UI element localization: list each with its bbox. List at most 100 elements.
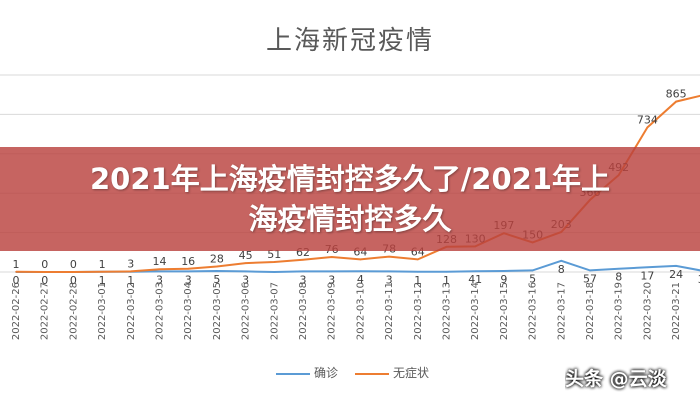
data-point (302, 258, 304, 261)
legend-swatch-asymptomatic (355, 373, 389, 375)
data-label: 1 (414, 274, 421, 287)
data-label: 4 (357, 273, 364, 286)
data-point (388, 255, 390, 258)
data-label: 1 (13, 258, 20, 271)
data-point (187, 268, 189, 270)
x-tick-label: 2022-03-05 (212, 282, 223, 340)
data-point (330, 270, 333, 273)
data-label: 1 (99, 258, 106, 271)
data-label: 57 (583, 272, 597, 285)
chart-legend: 确诊 无症状 (0, 364, 700, 384)
x-tick-label: 2022-03-21 (671, 282, 682, 340)
data-point (617, 267, 620, 270)
data-point (130, 270, 132, 273)
data-label: 0 (13, 274, 20, 287)
data-point (187, 270, 189, 273)
x-tick-label: 2022-03-11 (384, 282, 395, 340)
x-tick-label: 2022-03-10 (355, 282, 366, 340)
data-point (302, 270, 304, 273)
data-point (675, 100, 677, 103)
data-label: 24 (669, 268, 683, 281)
data-point (43, 271, 46, 273)
x-tick-label: 2022-02-28 (68, 282, 79, 340)
data-label: 3 (185, 273, 192, 286)
x-tick-label: 2022-03-02 (126, 282, 137, 340)
legend-label-asymptomatic: 无症状 (393, 366, 430, 380)
x-tick-label: 2022-03-16 (528, 282, 539, 340)
data-label: 5 (529, 272, 536, 285)
series-line-0 (16, 259, 700, 274)
data-point (646, 126, 649, 129)
data-label: 3 (300, 273, 307, 286)
x-tick-label: 2022-03-20 (642, 282, 653, 340)
data-point (503, 270, 505, 272)
legend-label-confirmed: 确诊 (314, 366, 339, 380)
data-label: 8 (558, 263, 565, 276)
legend-swatch-confirmed (276, 373, 310, 375)
x-tick-label: 2022-03-04 (183, 282, 194, 340)
data-point (216, 270, 218, 272)
x-tick-label: 2022-03-15 (499, 282, 510, 340)
data-point (675, 265, 677, 267)
data-label: 3 (242, 273, 249, 286)
data-label: 5 (213, 273, 220, 286)
x-tick-label: 2022-03-06 (241, 282, 252, 340)
data-point (101, 271, 103, 273)
data-label: 734 (637, 113, 658, 126)
data-label: 9 (500, 273, 507, 286)
data-label: 865 (666, 88, 687, 101)
data-label: 1 (99, 274, 106, 287)
data-label: 45 (239, 249, 253, 262)
data-point (646, 266, 649, 269)
data-point (216, 265, 218, 268)
data-point (330, 256, 333, 258)
data-point (244, 270, 247, 273)
data-point (560, 259, 563, 262)
x-tick-label: 2022-03-12 (413, 282, 424, 340)
data-label: 3 (127, 257, 134, 270)
data-label: 16 (181, 255, 195, 268)
data-point (417, 271, 419, 273)
x-tick-label: 2022-03-01 (97, 282, 108, 340)
data-point (158, 268, 161, 271)
data-point (359, 258, 362, 261)
data-label: 51 (267, 248, 281, 261)
data-label: 1 (443, 274, 450, 287)
data-point (15, 271, 17, 273)
data-point (72, 271, 75, 273)
data-label: 28 (210, 252, 224, 265)
x-tick-label: 2022-03-19 (614, 282, 625, 340)
x-tick-label: 2022-02-26 (11, 282, 22, 340)
data-label: 14 (153, 255, 167, 268)
data-label: 0 (70, 274, 77, 287)
data-point (589, 269, 591, 272)
headline-line-1: 2021年上海疫情封控多久了/2021年上 (89, 162, 611, 196)
x-tick-label: 2022-03-07 (269, 282, 280, 340)
data-point (244, 262, 247, 264)
data-label: 31 (698, 273, 700, 286)
x-tick-label: 2022-03-13 (442, 282, 453, 340)
data-label: 0 (41, 274, 48, 287)
data-label: 41 (468, 273, 482, 286)
data-point (445, 271, 448, 273)
x-tick-label: 2022-03-18 (585, 282, 596, 340)
x-tick-label: 2022-02-27 (40, 282, 51, 340)
headline-text: 2021年上海疫情封控多久了/2021年上 海疫情封控多久 (30, 159, 670, 239)
x-tick-label: 2022-03-14 (470, 282, 481, 340)
data-label: 1 (127, 274, 134, 287)
data-point (359, 270, 362, 273)
data-label: 3 (386, 273, 393, 286)
x-tick-label: 2022-03-03 (155, 282, 166, 340)
x-tick-label: 2022-03-08 (298, 282, 309, 340)
chart-title: 上海新冠疫情 (265, 26, 434, 56)
data-label: 3 (156, 273, 163, 286)
data-label: 17 (640, 269, 654, 282)
data-label: 8 (615, 271, 622, 284)
x-tick-label: 2022-03-17 (556, 282, 567, 340)
data-label: 0 (70, 258, 77, 271)
data-label: 0 (41, 258, 48, 271)
x-tick-label: 2022-03-09 (327, 282, 338, 340)
source-watermark: 头条 @云淡 (565, 368, 667, 390)
data-point (417, 258, 419, 261)
